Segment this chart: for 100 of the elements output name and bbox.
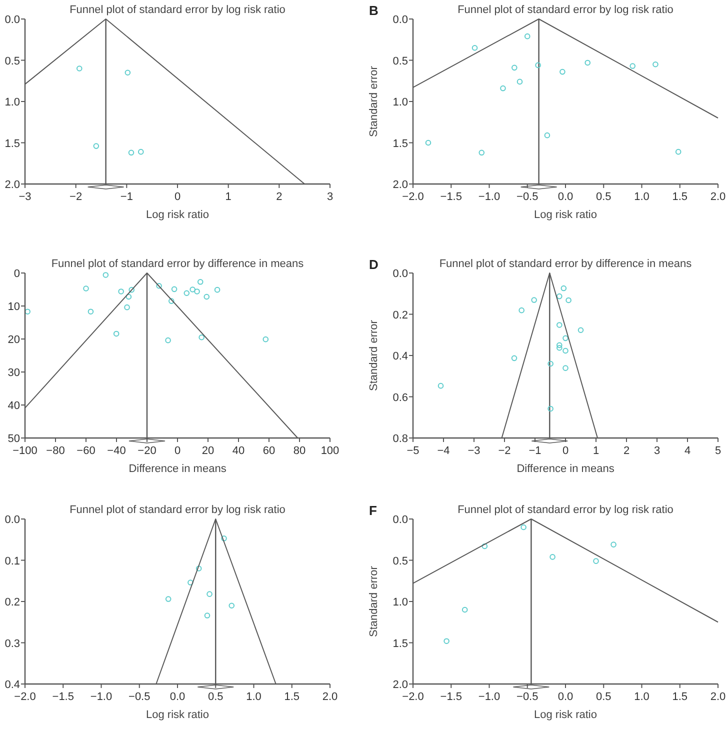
x-tick-label: −1.5: [440, 691, 462, 703]
x-tick-label: −0.5: [516, 691, 538, 703]
y-tick-label: 50: [8, 433, 20, 445]
x-tick-label: 1: [225, 191, 232, 203]
y-tick-label: 2.0: [392, 179, 408, 191]
y-tick-label: 1.0: [392, 96, 408, 108]
x-tick-label: 1: [592, 445, 600, 457]
x-tick-label: 0.5: [596, 191, 612, 203]
x-tick-label: 2.0: [322, 691, 338, 703]
y-tick-label: 1.0: [392, 596, 408, 608]
x-tick-label: −2.0: [402, 691, 424, 703]
y-tick-label: 1.0: [4, 96, 20, 108]
x-tick-label: 1.0: [634, 691, 650, 703]
x-tick-label: 0.5: [596, 691, 612, 703]
x-tick-label: 60: [262, 445, 276, 457]
y-tick-label: 0.8: [392, 433, 408, 445]
y-tick-label: 2.0: [4, 179, 20, 191]
y-tick-label: 30: [8, 367, 20, 379]
x-tick-label: −1.5: [52, 691, 74, 703]
chart-title: Funnel plot of standard error by difference in means: [439, 258, 692, 270]
x-tick-label: 3: [654, 445, 660, 457]
x-tick-label: −80: [46, 445, 65, 457]
chart-title: Funnel plot of standard error by difference in means: [51, 258, 304, 270]
y-tick-label: 10: [8, 301, 20, 313]
text: F: [369, 503, 377, 518]
y-tick-label: 1.5: [392, 638, 408, 650]
x-tick-label: 3: [326, 191, 334, 203]
y-tick-label: 40: [8, 400, 20, 412]
x-tick-label: 100: [320, 445, 340, 457]
y-tick-label: 0.0: [392, 268, 408, 280]
x-tick-label: 1.0: [634, 191, 650, 203]
y-tick-label: 0.3: [4, 638, 20, 650]
x-axis-title: Log risk ratio: [534, 709, 597, 721]
x-tick-label: 2.0: [710, 191, 726, 203]
y-axis-title: Standard error: [368, 66, 380, 137]
y-axis-title: Standard error: [368, 566, 380, 637]
x-tick-label: −60: [76, 445, 96, 457]
x-axis-title: Log risk ratio: [146, 209, 209, 221]
y-tick-label: 1.5: [392, 138, 408, 150]
x-tick-label: −1: [528, 445, 542, 457]
x-tick-label: −2.0: [14, 691, 36, 703]
text: D: [369, 257, 378, 272]
x-tick-label: −3: [18, 191, 32, 203]
x-tick-label: 0.5: [208, 691, 224, 703]
y-tick-label: 0.4: [392, 350, 408, 362]
y-tick-label: 0.0: [4, 514, 20, 526]
y-tick-label: 1.5: [4, 138, 20, 150]
x-tick-label: −1: [120, 191, 133, 203]
x-tick-label: 40: [232, 445, 245, 457]
x-tick-label: −0.5: [516, 191, 538, 203]
y-axis-title: Standard error: [368, 320, 380, 391]
x-tick-label: 5: [714, 445, 722, 457]
x-tick-label: 20: [202, 445, 214, 457]
y-tick-label: 0.4: [4, 679, 20, 691]
y-tick-label: 0.0: [4, 14, 20, 26]
y-tick-label: 0.6: [392, 392, 408, 404]
y-tick-label: 0.2: [392, 309, 408, 322]
x-tick-label: −1.0: [90, 691, 112, 703]
x-tick-label: 0.0: [558, 191, 574, 203]
x-tick-label: −4: [437, 445, 450, 457]
y-tick-label: 20: [8, 334, 20, 346]
y-tick-label: 0.2: [4, 596, 20, 608]
x-tick-label: 0: [174, 445, 181, 457]
x-tick-label: −2: [498, 445, 511, 457]
x-tick-label: 1.5: [284, 691, 300, 703]
x-axis-title: Difference in means: [516, 463, 615, 475]
x-tick-label: 0.0: [558, 691, 574, 703]
x-tick-label: −20: [138, 445, 156, 457]
y-tick-label: 2.0: [392, 679, 408, 691]
chart-title: Funnel plot of standard error by log risk ratio: [458, 504, 674, 516]
x-tick-label: 1.0: [246, 691, 262, 703]
y-tick-label: 0.5: [4, 55, 20, 68]
x-axis-title: Log risk ratio: [146, 709, 209, 721]
x-tick-label: −3: [468, 445, 480, 457]
x-tick-label: −0.5: [128, 691, 150, 703]
x-axis-title: Difference in means: [128, 463, 227, 475]
y-tick-label: 0.0: [392, 514, 408, 526]
x-axis-title: Log risk ratio: [534, 209, 597, 221]
x-tick-label: −2: [70, 191, 82, 203]
x-tick-label: 0: [174, 191, 181, 203]
y-tick-label: 0: [14, 268, 20, 280]
chart-title: Funnel plot of standard error by log risk ratio: [458, 4, 674, 16]
x-tick-label: −1.0: [478, 191, 500, 203]
x-tick-label: 80: [293, 445, 306, 457]
chart-title: Funnel plot of standard error by log risk ratio: [70, 4, 286, 16]
y-tick-label: 0.5: [392, 55, 408, 68]
x-tick-label: −2.0: [402, 191, 424, 203]
chart-title: Funnel plot of standard error by log risk ratio: [70, 504, 286, 516]
x-tick-label: 4: [684, 445, 691, 457]
x-tick-label: 1.5: [672, 191, 688, 203]
x-tick-label: −1.5: [440, 191, 462, 203]
y-tick-label: 0.1: [4, 555, 20, 568]
x-tick-label: 2: [276, 191, 282, 203]
x-tick-label: 0.0: [170, 691, 186, 703]
x-tick-label: −100: [12, 445, 38, 457]
x-tick-label: 2: [623, 445, 630, 457]
x-tick-label: −5: [406, 445, 420, 457]
x-tick-label: −1.0: [478, 691, 500, 703]
y-tick-label: 0.5: [392, 555, 408, 568]
x-tick-label: 1.5: [672, 691, 688, 703]
